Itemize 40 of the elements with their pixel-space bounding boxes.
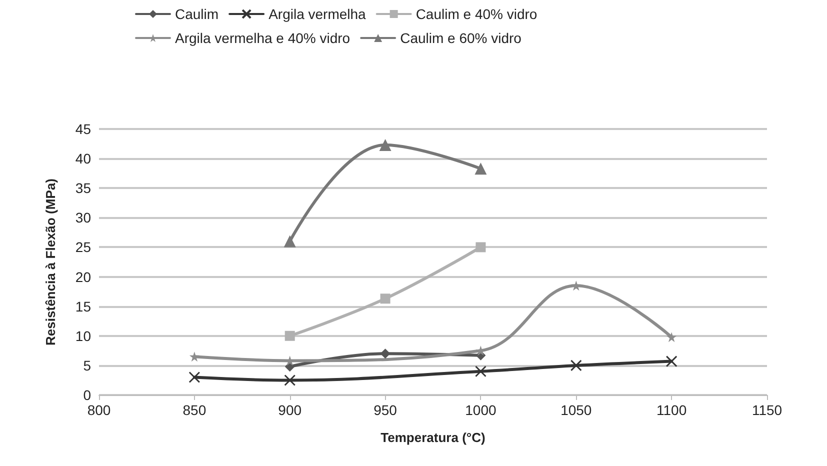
y-tick-label: 25: [75, 239, 92, 256]
point: [380, 294, 390, 304]
y-axis-title: Resistência à Flexão (MPa): [43, 178, 58, 346]
x-tick-label: 900: [278, 402, 302, 418]
point: [666, 356, 678, 368]
y-tick-label: 30: [75, 210, 92, 226]
point: [189, 352, 200, 362]
point: [571, 280, 582, 291]
legend-label: Caulim: [175, 6, 219, 22]
x-tick-label: 1000: [465, 402, 496, 418]
x-tick-label: 1100: [656, 402, 687, 418]
x-axis-title: Temperatura (°C): [380, 430, 486, 445]
point: [284, 330, 295, 341]
point: [476, 242, 486, 252]
point: [570, 360, 582, 372]
y-tick-label: 45: [75, 121, 92, 137]
y-tick-label: 20: [75, 268, 92, 285]
x-tick-label: 850: [182, 402, 206, 418]
x-tick-label: 1050: [560, 402, 592, 418]
point: [284, 374, 296, 386]
x-tick-label: 800: [87, 402, 111, 418]
x-tick-label: 950: [374, 402, 398, 418]
legend-label: Caulim e 60% vidro: [400, 30, 522, 46]
legend-label: Argila vermelha: [268, 6, 366, 22]
legend-label: Argila vermelha e 40% vidro: [175, 30, 350, 46]
point: [188, 372, 200, 384]
y-tick-label: 35: [75, 180, 92, 196]
point: [666, 332, 677, 342]
y-tick-label: 5: [83, 357, 92, 374]
point: [379, 138, 392, 151]
y-tick-label: 10: [75, 328, 92, 344]
point: [380, 348, 390, 359]
x-tick-label: 1150: [752, 402, 782, 418]
point: [284, 235, 296, 248]
y-tick-label: 0: [83, 387, 92, 403]
y-tick-label: 40: [75, 150, 92, 167]
point: [474, 366, 486, 378]
legend-label: Caulim e 40% vidro: [416, 6, 538, 22]
y-tick-label: 15: [75, 298, 92, 314]
point: [474, 162, 487, 175]
